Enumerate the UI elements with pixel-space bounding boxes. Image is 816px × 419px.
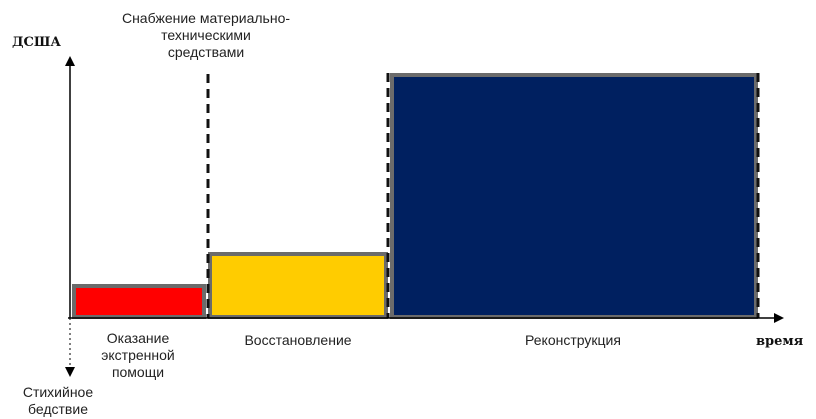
x-axis-label: время	[756, 334, 804, 349]
phase-label-line: Восстановление	[244, 332, 352, 348]
disaster-label-line: Стихийное	[22, 384, 94, 400]
phase-label-emergency: Оказание экстренной помощи	[72, 330, 204, 381]
phase-label-line: Оказание	[106, 330, 170, 346]
phase-label-reconstruction: Реконструкция	[390, 332, 756, 349]
phase-bar-recovery	[208, 252, 388, 319]
y-axis-label: ДСША	[12, 35, 61, 50]
disaster-label: Стихийное бедствие	[6, 384, 110, 418]
phase-label-recovery: Восстановление	[208, 332, 388, 349]
phase-label-line: помощи	[111, 364, 165, 380]
phase-dividers	[206, 73, 760, 318]
phase-label-line: Реконструкция	[525, 332, 621, 348]
phase-bar-reconstruction	[390, 73, 758, 319]
supply-label-line: средствами	[167, 44, 245, 60]
phase-bar-emergency	[72, 284, 206, 319]
disaster-label-line: бедствие	[28, 401, 88, 417]
supply-label-line: Снабжение материально-	[121, 10, 291, 26]
supply-label-line: техническими	[161, 27, 251, 43]
phase-bars	[72, 73, 758, 319]
supply-label: Снабжение материально- техническими сред…	[86, 10, 326, 61]
phase-label-line: экстренной	[101, 347, 175, 363]
